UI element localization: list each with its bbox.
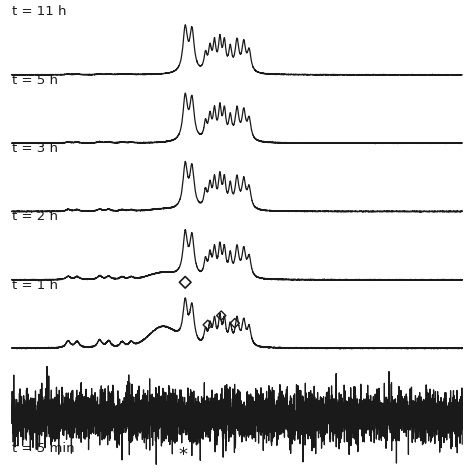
Text: t = 11 h: t = 11 h	[12, 5, 66, 18]
Point	[218, 312, 225, 319]
Text: t = 5 min: t = 5 min	[12, 442, 74, 455]
Text: t = 3 h: t = 3 h	[12, 142, 58, 155]
Point	[231, 319, 238, 327]
Text: t = 1 h: t = 1 h	[12, 279, 58, 292]
Point	[182, 279, 189, 286]
Point	[204, 321, 211, 328]
Text: *: *	[178, 446, 187, 464]
Text: t = 2 h: t = 2 h	[12, 210, 58, 223]
Text: t = 5 h: t = 5 h	[12, 73, 58, 87]
